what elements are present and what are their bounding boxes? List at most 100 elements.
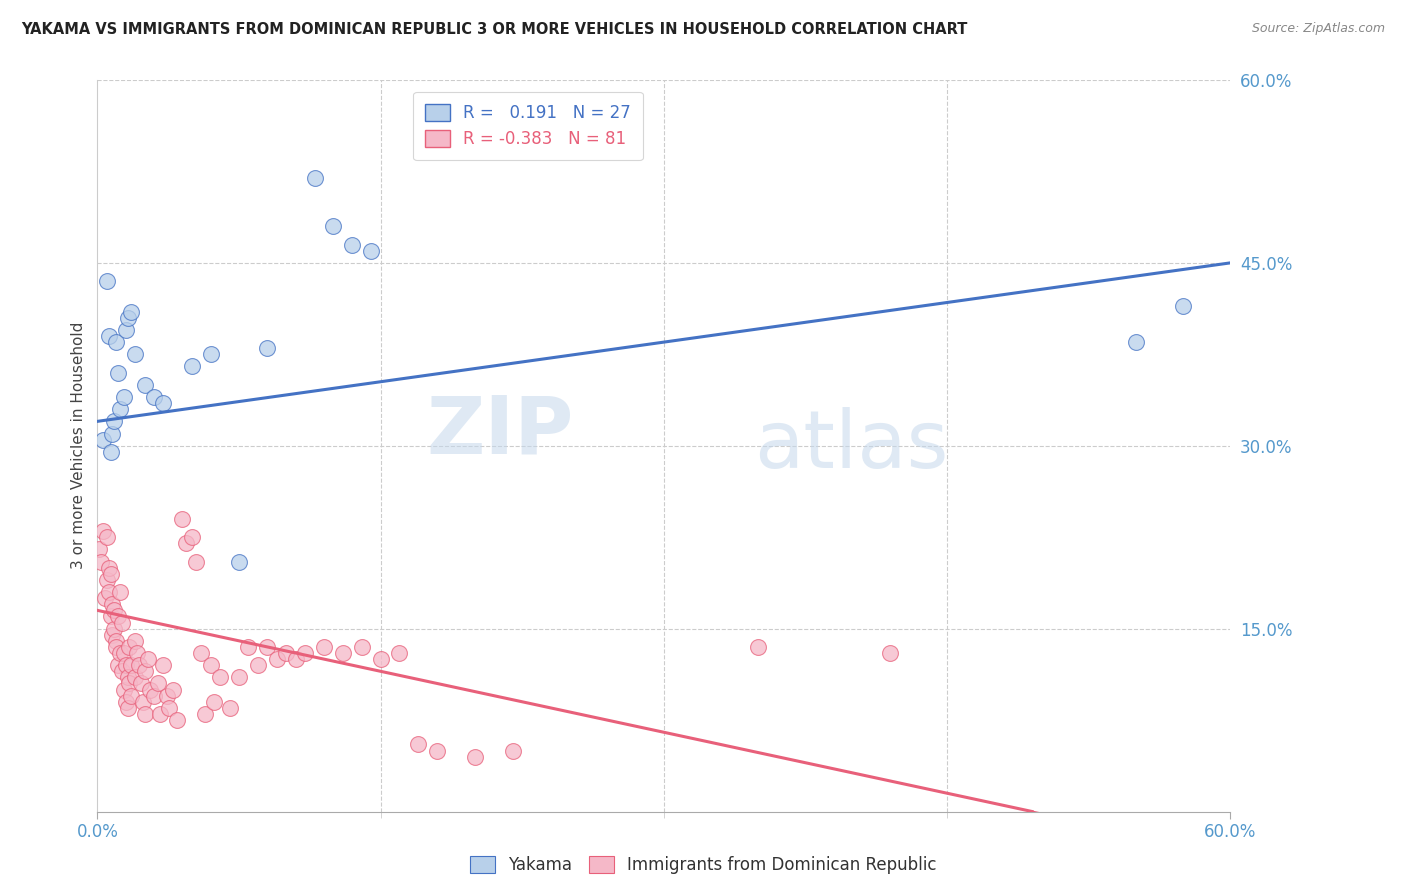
Point bbox=[228, 670, 250, 684]
Point bbox=[117, 670, 139, 684]
Point bbox=[1125, 335, 1147, 350]
Point bbox=[111, 665, 134, 679]
Point bbox=[152, 396, 174, 410]
Point bbox=[114, 695, 136, 709]
Point bbox=[105, 335, 128, 350]
Point bbox=[180, 359, 202, 374]
Point bbox=[266, 652, 288, 666]
Point bbox=[108, 646, 131, 660]
Point bbox=[111, 615, 134, 630]
Point bbox=[94, 591, 117, 606]
Point bbox=[146, 676, 169, 690]
Point bbox=[103, 414, 125, 428]
Point bbox=[118, 676, 141, 690]
Point bbox=[143, 390, 166, 404]
Point bbox=[180, 530, 202, 544]
Point bbox=[117, 310, 139, 325]
Point bbox=[91, 433, 114, 447]
Point bbox=[108, 402, 131, 417]
Point bbox=[332, 646, 354, 660]
Point bbox=[107, 658, 129, 673]
Point bbox=[97, 585, 120, 599]
Point bbox=[112, 390, 135, 404]
Legend: Yakama, Immigrants from Dominican Republic: Yakama, Immigrants from Dominican Republ… bbox=[464, 851, 942, 880]
Point bbox=[502, 743, 524, 757]
Point bbox=[96, 573, 118, 587]
Point bbox=[370, 652, 392, 666]
Point bbox=[246, 658, 269, 673]
Point bbox=[124, 347, 146, 361]
Point bbox=[114, 658, 136, 673]
Point bbox=[172, 512, 194, 526]
Point bbox=[143, 689, 166, 703]
Point bbox=[120, 304, 142, 318]
Point bbox=[101, 628, 124, 642]
Point bbox=[134, 377, 156, 392]
Point bbox=[294, 646, 316, 660]
Point bbox=[129, 676, 152, 690]
Point bbox=[342, 237, 364, 252]
Point bbox=[131, 695, 153, 709]
Text: Source: ZipAtlas.com: Source: ZipAtlas.com bbox=[1251, 22, 1385, 36]
Point bbox=[96, 274, 118, 288]
Point bbox=[238, 640, 260, 654]
Point bbox=[464, 749, 486, 764]
Point bbox=[388, 646, 411, 660]
Point bbox=[96, 530, 118, 544]
Point bbox=[117, 701, 139, 715]
Point bbox=[200, 658, 222, 673]
Point bbox=[124, 633, 146, 648]
Point bbox=[114, 323, 136, 337]
Point bbox=[350, 640, 373, 654]
Point bbox=[89, 542, 111, 557]
Point bbox=[312, 640, 335, 654]
Point bbox=[100, 609, 122, 624]
Point bbox=[879, 646, 901, 660]
Text: atlas: atlas bbox=[755, 407, 949, 484]
Point bbox=[204, 695, 226, 709]
Point bbox=[209, 670, 232, 684]
Legend: R =   0.191   N = 27, R = -0.383   N = 81: R = 0.191 N = 27, R = -0.383 N = 81 bbox=[413, 92, 643, 160]
Point bbox=[218, 701, 240, 715]
Point bbox=[90, 555, 112, 569]
Point bbox=[190, 646, 212, 660]
Point bbox=[97, 329, 120, 343]
Point bbox=[100, 445, 122, 459]
Point bbox=[304, 170, 326, 185]
Point bbox=[112, 646, 135, 660]
Point bbox=[101, 597, 124, 611]
Point bbox=[228, 555, 250, 569]
Point bbox=[360, 244, 382, 258]
Point bbox=[426, 743, 449, 757]
Point bbox=[118, 640, 141, 654]
Point bbox=[322, 219, 344, 234]
Point bbox=[157, 701, 180, 715]
Point bbox=[1173, 299, 1195, 313]
Point bbox=[107, 366, 129, 380]
Point bbox=[112, 682, 135, 697]
Point bbox=[134, 706, 156, 721]
Point bbox=[120, 658, 142, 673]
Point bbox=[149, 706, 172, 721]
Point bbox=[184, 555, 207, 569]
Y-axis label: 3 or more Vehicles in Household: 3 or more Vehicles in Household bbox=[72, 322, 86, 569]
Point bbox=[107, 609, 129, 624]
Point bbox=[139, 682, 162, 697]
Point bbox=[103, 622, 125, 636]
Point bbox=[200, 347, 222, 361]
Point bbox=[156, 689, 179, 703]
Point bbox=[97, 560, 120, 574]
Point bbox=[256, 640, 278, 654]
Point bbox=[103, 603, 125, 617]
Point bbox=[408, 738, 430, 752]
Point bbox=[108, 585, 131, 599]
Text: YAKAMA VS IMMIGRANTS FROM DOMINICAN REPUBLIC 3 OR MORE VEHICLES IN HOUSEHOLD COR: YAKAMA VS IMMIGRANTS FROM DOMINICAN REPU… bbox=[21, 22, 967, 37]
Point bbox=[101, 426, 124, 441]
Point bbox=[166, 713, 188, 727]
Point bbox=[284, 652, 307, 666]
Point bbox=[138, 652, 160, 666]
Point bbox=[125, 646, 148, 660]
Text: ZIP: ZIP bbox=[426, 392, 574, 470]
Point bbox=[747, 640, 769, 654]
Point bbox=[174, 536, 197, 550]
